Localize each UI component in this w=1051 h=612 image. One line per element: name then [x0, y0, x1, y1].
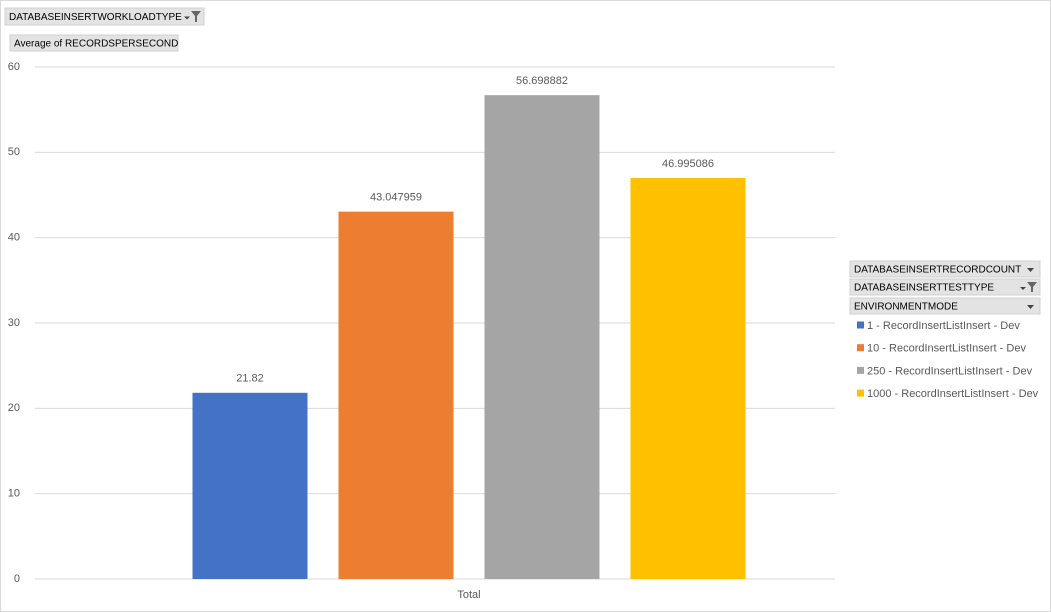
legend-label: 10 - RecordInsertListInsert - Dev [867, 343, 1026, 355]
y-tick-label: 40 [8, 232, 20, 244]
legend-swatch [857, 344, 864, 352]
data-label: 56.698882 [516, 75, 568, 87]
dropdown-arrow [1027, 305, 1034, 309]
filter-icon [1027, 282, 1037, 292]
y-tick-label: 0 [14, 573, 20, 585]
legend-swatch [857, 321, 864, 329]
field-button-label: DATABASEINSERTTESTTYPE [854, 283, 994, 294]
data-label: 43.047959 [370, 192, 422, 204]
y-tick-label: 10 [8, 488, 20, 500]
bar [192, 392, 308, 579]
field-button[interactable] [9, 34, 179, 52]
legend-swatch [857, 366, 864, 374]
y-tick-label: 20 [8, 402, 20, 414]
bar [338, 211, 454, 579]
field-button-label: Average of RECORDSPERSECOND [14, 39, 178, 50]
field-button[interactable] [849, 260, 1041, 278]
dropdown-arrow [1027, 268, 1034, 272]
field-button-label: DATABASEINSERTWORKLOADTYPE [9, 12, 182, 23]
field-button-label: DATABASEINSERTRECORDCOUNT [854, 265, 1021, 276]
legend-label: 1 - RecordInsertListInsert - Dev [867, 320, 1020, 332]
legend-label: 250 - RecordInsertListInsert - Dev [867, 365, 1033, 377]
field-button[interactable] [4, 7, 205, 26]
field-button[interactable] [849, 297, 1041, 315]
dropdown-arrow [184, 16, 190, 20]
y-tick-label: 30 [8, 317, 20, 329]
bar [484, 95, 600, 579]
y-tick-label: 60 [8, 61, 20, 73]
field-button-label: ENVIRONMENTMODE [854, 302, 958, 313]
data-label: 21.82 [236, 373, 264, 385]
bar [630, 177, 746, 579]
legend-swatch [857, 389, 864, 397]
dropdown-arrow [1020, 287, 1026, 290]
data-label: 46.995086 [662, 158, 714, 170]
y-tick-label: 50 [8, 146, 20, 158]
filter-icon [191, 11, 201, 22]
legend-label: 1000 - RecordInsertListInsert - Dev [867, 388, 1039, 400]
field-button[interactable] [849, 278, 1041, 296]
x-tick-label: Total [457, 589, 480, 601]
